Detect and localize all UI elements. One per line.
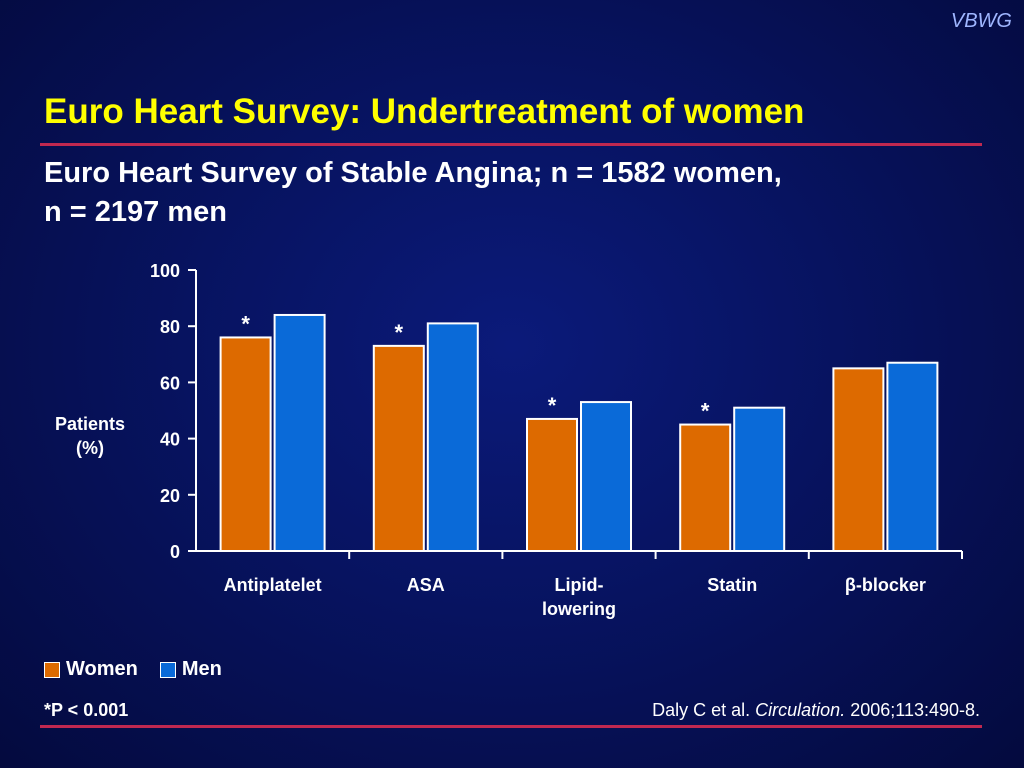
legend-label-women: Women [66,658,138,680]
legend-item-women: Women [44,658,138,681]
citation: Daly C et al. Circulation. 2006;113:490-… [652,700,980,721]
significance-mark: * [395,320,404,345]
legend-swatch-women [44,661,60,678]
bar-men [273,313,326,552]
y-axis-label: (%) [76,438,104,458]
y-tick-label: 0 [170,542,180,562]
legend-swatch-men [159,661,176,678]
bar-women [679,423,732,552]
y-tick-label: 100 [150,261,180,281]
legend-label-men: Men [181,658,222,680]
bar-men [886,361,939,553]
x-category-label: Antiplatelet [224,575,322,595]
slide-subtitle: Euro Heart Survey of Stable Angina; n = … [44,154,974,232]
y-tick-label: 20 [160,486,180,506]
y-tick-label: 80 [160,317,180,337]
slide-title: Euro Heart Survey: Undertreatment of wom… [44,92,805,131]
y-tick-label: 40 [160,430,180,450]
bar-women [832,367,885,552]
title-divider [40,143,982,146]
bar-women [372,344,425,552]
bar-chart: 0 20 40 60 80 100 Patients (%) * Antiplatelet * ASA… [55,261,939,619]
subtitle-line-2: n = 2197 men [44,196,227,228]
x-category-label: β-blocker [845,575,926,595]
bar-men [733,406,786,552]
y-tick-label: 60 [160,373,180,393]
legend-item-men: Men [159,658,222,681]
footer-divider [40,725,982,728]
significance-mark: * [701,399,710,424]
y-axis-label: Patients [55,414,125,434]
significance-footnote: *P < 0.001 [44,700,129,720]
x-category-label: Lipid- [555,575,604,595]
citation-details: 2006;113:490-8. [850,700,980,720]
chart-legend: Women Men [44,658,244,681]
x-category-label: lowering [542,599,616,619]
subtitle-line-1: Euro Heart Survey of Stable Angina; n = … [44,157,782,189]
bar-women [526,417,578,552]
citation-authors: Daly C et al. [652,700,751,720]
bar-men [580,401,632,552]
bar-men [426,322,479,553]
x-category-label: Statin [707,575,757,595]
significance-mark: * [241,311,250,336]
brand-logo-text: VBWG [950,10,1012,32]
significance-mark: * [548,393,557,418]
bar-women [219,336,272,552]
x-category-label: ASA [407,575,445,595]
citation-journal: Circulation. [755,700,846,720]
